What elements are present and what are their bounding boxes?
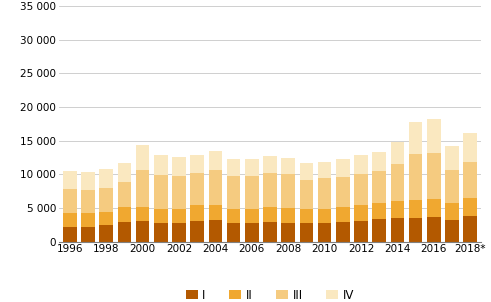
Bar [154,209,167,223]
Bar [154,155,167,175]
Bar [136,145,149,170]
Bar [81,190,95,213]
Bar [409,123,422,154]
Bar [245,159,259,176]
Bar [300,209,313,223]
Bar [391,164,404,201]
Bar [409,154,422,200]
Bar [81,213,95,227]
Bar [245,209,259,223]
Bar [373,152,386,171]
Bar [191,221,204,242]
Bar [300,223,313,242]
Bar [118,163,131,182]
Bar [172,176,186,209]
Bar [81,227,95,242]
Bar [318,223,331,242]
Bar [263,173,277,207]
Bar [336,159,350,177]
Bar [318,209,331,223]
Bar [245,223,259,242]
Bar [336,222,350,242]
Bar [118,182,131,207]
Bar [281,158,295,174]
Bar [227,159,241,176]
Bar [136,221,149,242]
Bar [209,220,222,242]
Bar [336,207,350,222]
Bar [63,171,77,189]
Bar [263,207,277,222]
Bar [373,219,386,242]
Bar [209,204,222,220]
Bar [118,222,131,242]
Bar [191,155,204,173]
Bar [281,174,295,208]
Bar [427,217,441,242]
Bar [409,218,422,242]
Bar [227,209,241,223]
Bar [373,203,386,219]
Bar [99,188,113,212]
Bar [445,170,459,203]
Bar [118,207,131,222]
Bar [445,203,459,220]
Bar [81,172,95,190]
Bar [154,175,167,209]
Bar [227,223,241,242]
Bar [99,226,113,242]
Bar [318,178,331,209]
Bar [318,162,331,178]
Bar [263,222,277,242]
Bar [391,142,404,164]
Bar [427,153,441,198]
Bar [409,200,422,218]
Bar [227,176,241,209]
Bar [464,216,477,242]
Bar [172,157,186,176]
Bar [99,169,113,188]
Bar [300,180,313,209]
Bar [99,212,113,226]
Bar [445,220,459,242]
Bar [191,205,204,221]
Legend: I, II, III, IV: I, II, III, IV [181,284,359,302]
Bar [373,171,386,203]
Bar [354,156,368,174]
Bar [300,163,313,180]
Bar [154,223,167,242]
Bar [191,173,204,205]
Bar [209,151,222,170]
Bar [391,201,404,218]
Bar [445,146,459,170]
Bar [245,176,259,209]
Bar [136,207,149,221]
Bar [464,198,477,216]
Bar [172,209,186,223]
Bar [209,170,222,204]
Bar [464,133,477,162]
Bar [63,213,77,227]
Bar [172,223,186,242]
Bar [63,227,77,242]
Bar [281,208,295,223]
Bar [63,189,77,213]
Bar [336,177,350,207]
Bar [391,218,404,242]
Bar [354,205,368,221]
Bar [427,198,441,217]
Bar [354,174,368,205]
Bar [136,170,149,207]
Bar [427,119,441,153]
Bar [281,223,295,242]
Bar [464,162,477,198]
Bar [354,221,368,242]
Bar [263,156,277,173]
